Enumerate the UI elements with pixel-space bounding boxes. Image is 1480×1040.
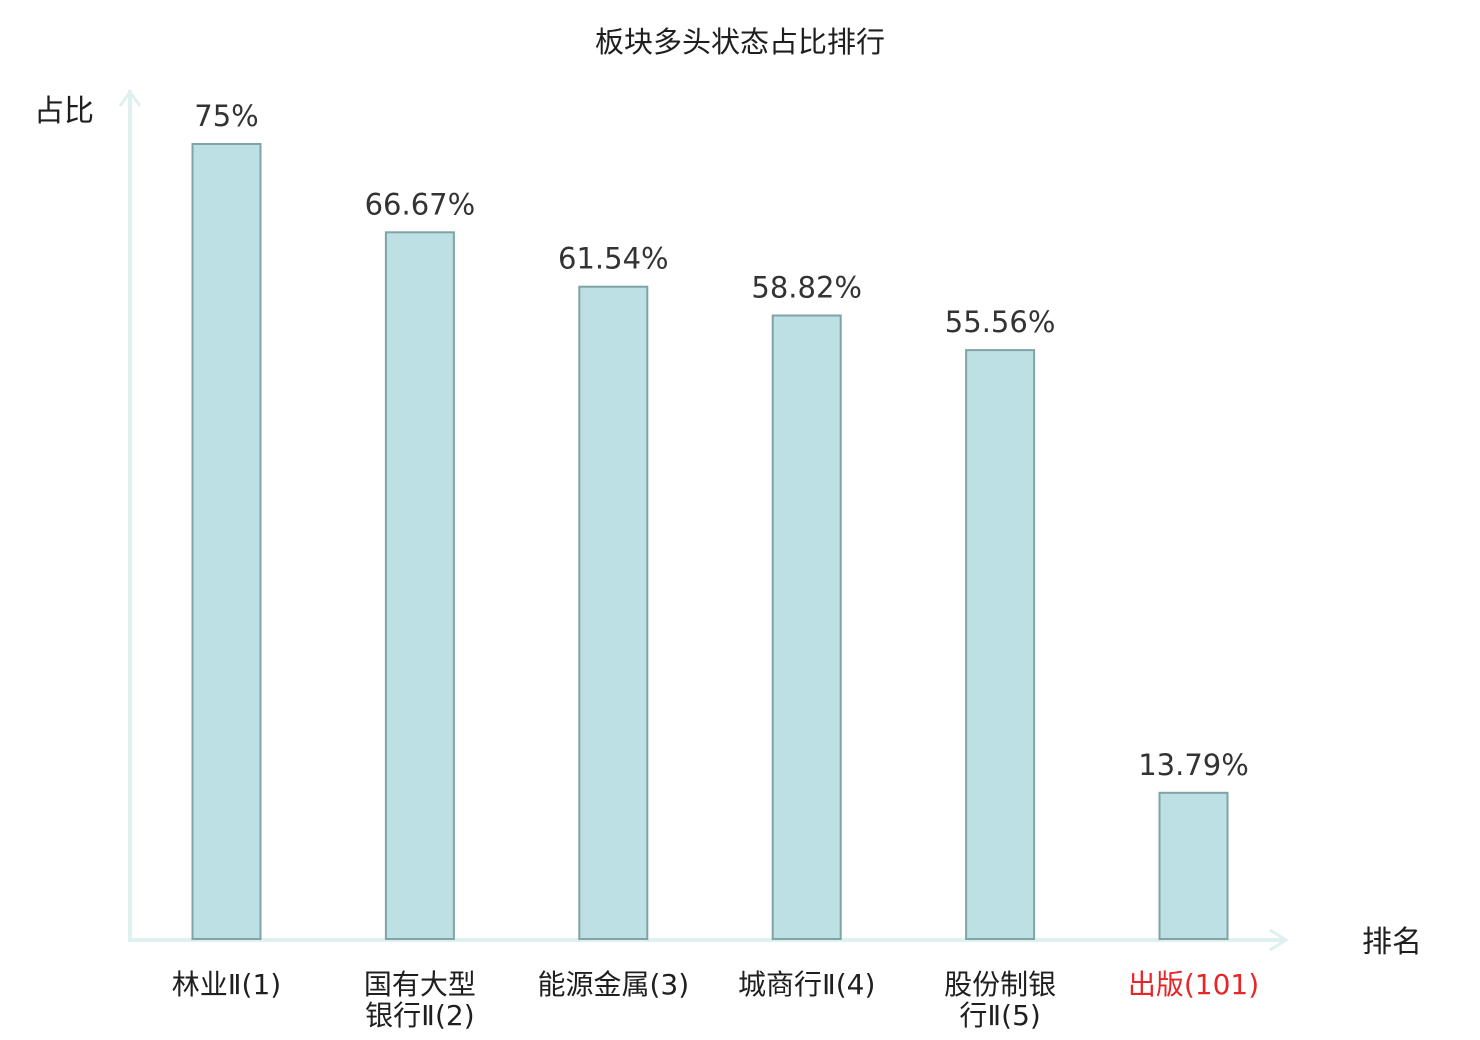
bar-1 [191, 143, 262, 940]
value-label-4: 58.82% [751, 271, 862, 305]
bars-group [191, 143, 1229, 941]
value-label-3: 61.54% [558, 242, 669, 276]
category-label-5-line-2: 行Ⅱ(5) [959, 999, 1040, 1032]
category-label-2: 国有大型银行Ⅱ(2) [364, 968, 476, 1032]
category-label-3: 能源金属(3) [537, 968, 689, 1001]
category-label-4-line-1: 城商行Ⅱ(4) [738, 968, 875, 1001]
category-label-5: 股份制银行Ⅱ(5) [944, 968, 1056, 1032]
category-label-1: 林业Ⅱ(1) [172, 968, 281, 1001]
bar-2 [384, 231, 455, 941]
bar-4 [771, 314, 842, 940]
bar-5 [965, 349, 1036, 941]
bar-3 [578, 285, 649, 940]
value-label-6: 13.79% [1138, 748, 1249, 782]
x-axis: 排名 [128, 925, 1422, 960]
category-label-6-line-1: 出版(101) [1128, 968, 1259, 1001]
x-axis-label: 排名 [1362, 925, 1422, 960]
y-axis: 占比 [34, 89, 142, 940]
y-axis-arrow [118, 89, 142, 107]
y-axis-label: 占比 [34, 94, 94, 129]
category-labels-group: 林业Ⅱ(1) 国有大型银行Ⅱ(2) 能源金属(3) 城商行Ⅱ(4) 股份制银行Ⅱ(5) 出… [172, 968, 1259, 1032]
category-label-4: 城商行Ⅱ(4) [738, 968, 875, 1001]
value-label-1: 75% [194, 99, 258, 133]
category-label-3-line-1: 能源金属(3) [537, 968, 689, 1001]
x-axis-arrow [1269, 928, 1289, 952]
value-labels-group: 75% 66.67% 61.54% 58.82% 55.56% 13.79% [194, 99, 1249, 782]
value-label-2: 66.67% [365, 187, 476, 221]
bar-6 [1158, 791, 1229, 940]
category-label-1-line-1: 林业Ⅱ(1) [172, 968, 281, 1001]
category-label-2-line-1: 国有大型 [364, 968, 476, 1001]
category-label-6: 出版(101) [1128, 968, 1259, 1001]
value-label-5: 55.56% [945, 305, 1056, 339]
category-label-5-line-1: 股份制银 [944, 968, 1056, 1001]
chart-title: 板块多头状态占比排行 [595, 25, 885, 59]
category-label-2-line-2: 银行Ⅱ(2) [365, 999, 474, 1032]
